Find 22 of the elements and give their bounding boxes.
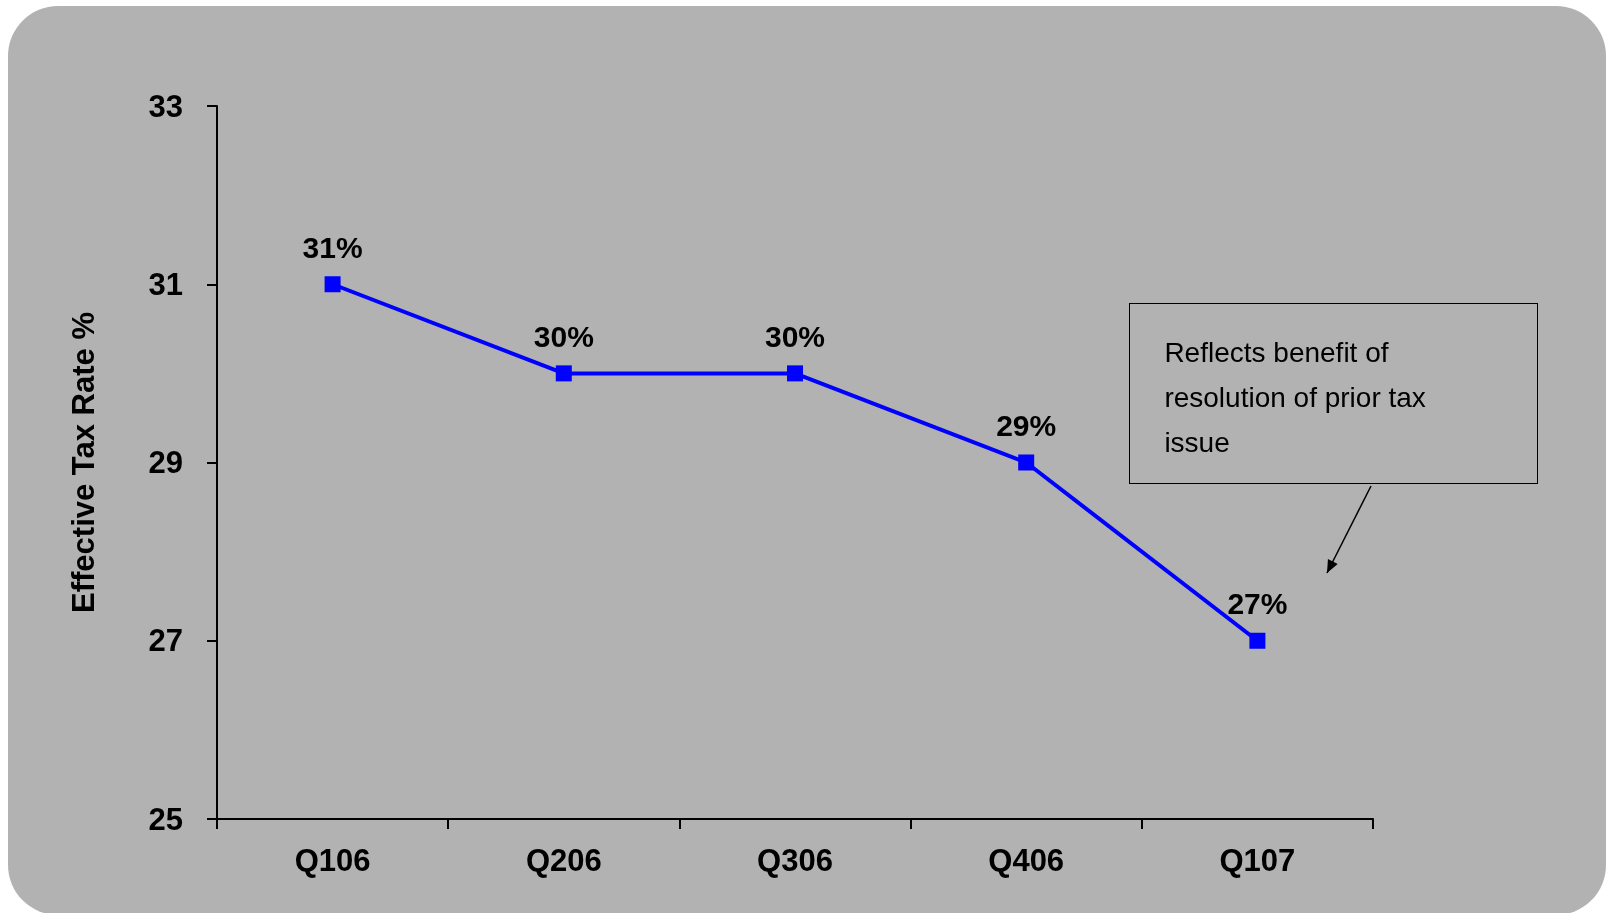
- x-tick-label: Q107: [1219, 843, 1296, 878]
- y-axis-title: Effective Tax Rate %: [66, 312, 101, 613]
- point: [1249, 632, 1266, 649]
- x-tick-label: Q106: [294, 843, 371, 878]
- y-tick-label: 31: [148, 266, 183, 302]
- point: [555, 365, 572, 382]
- annotation: Reflects benefit of resolution of prior tax issue: [1129, 302, 1539, 484]
- point: [1018, 454, 1035, 471]
- y-tick-label: 25: [148, 801, 183, 837]
- y-tick-label: 27: [148, 623, 183, 659]
- y-tick-label: 29: [148, 445, 183, 480]
- point: [787, 365, 803, 382]
- data-label: 30%: [764, 319, 826, 353]
- x-tick-label: Q306: [757, 843, 833, 878]
- point: [324, 276, 341, 293]
- x-tick-label: Q206: [525, 843, 602, 878]
- data-label: 30%: [533, 319, 594, 353]
- y-tick-label: 33: [148, 88, 183, 124]
- data-label: 27%: [1227, 587, 1288, 621]
- x-tick-label: Q406: [988, 843, 1065, 878]
- data-label: 29%: [996, 409, 1057, 442]
- data-label: 31%: [302, 230, 363, 264]
